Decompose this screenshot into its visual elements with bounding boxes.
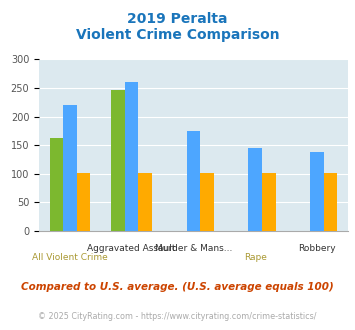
Bar (63, 105, 77, 231)
Text: Rape: Rape (244, 253, 267, 262)
Text: Violent Crime Comparison: Violent Crime Comparison (76, 28, 279, 42)
Bar (187, 131, 200, 231)
Bar (138, 173, 152, 231)
Text: Aggravated Assault: Aggravated Assault (87, 244, 176, 252)
Bar (248, 148, 262, 231)
Text: All Violent Crime: All Violent Crime (32, 253, 108, 262)
Bar (200, 173, 214, 231)
Bar (111, 90, 125, 231)
Bar (125, 82, 138, 231)
Bar (262, 173, 275, 231)
Text: 2019 Peralta: 2019 Peralta (127, 12, 228, 25)
Text: Compared to U.S. average. (U.S. average equals 100): Compared to U.S. average. (U.S. average … (21, 282, 334, 292)
Bar (324, 173, 337, 231)
Text: Murder & Mans...: Murder & Mans... (155, 244, 232, 252)
Legend: Peralta, New Mexico, National: Peralta, New Mexico, National (48, 326, 339, 330)
Text: Robbery: Robbery (298, 244, 336, 252)
Bar (77, 173, 90, 231)
Text: © 2025 CityRating.com - https://www.cityrating.com/crime-statistics/: © 2025 CityRating.com - https://www.city… (38, 312, 317, 321)
Bar (50, 138, 63, 231)
Bar (310, 152, 324, 231)
